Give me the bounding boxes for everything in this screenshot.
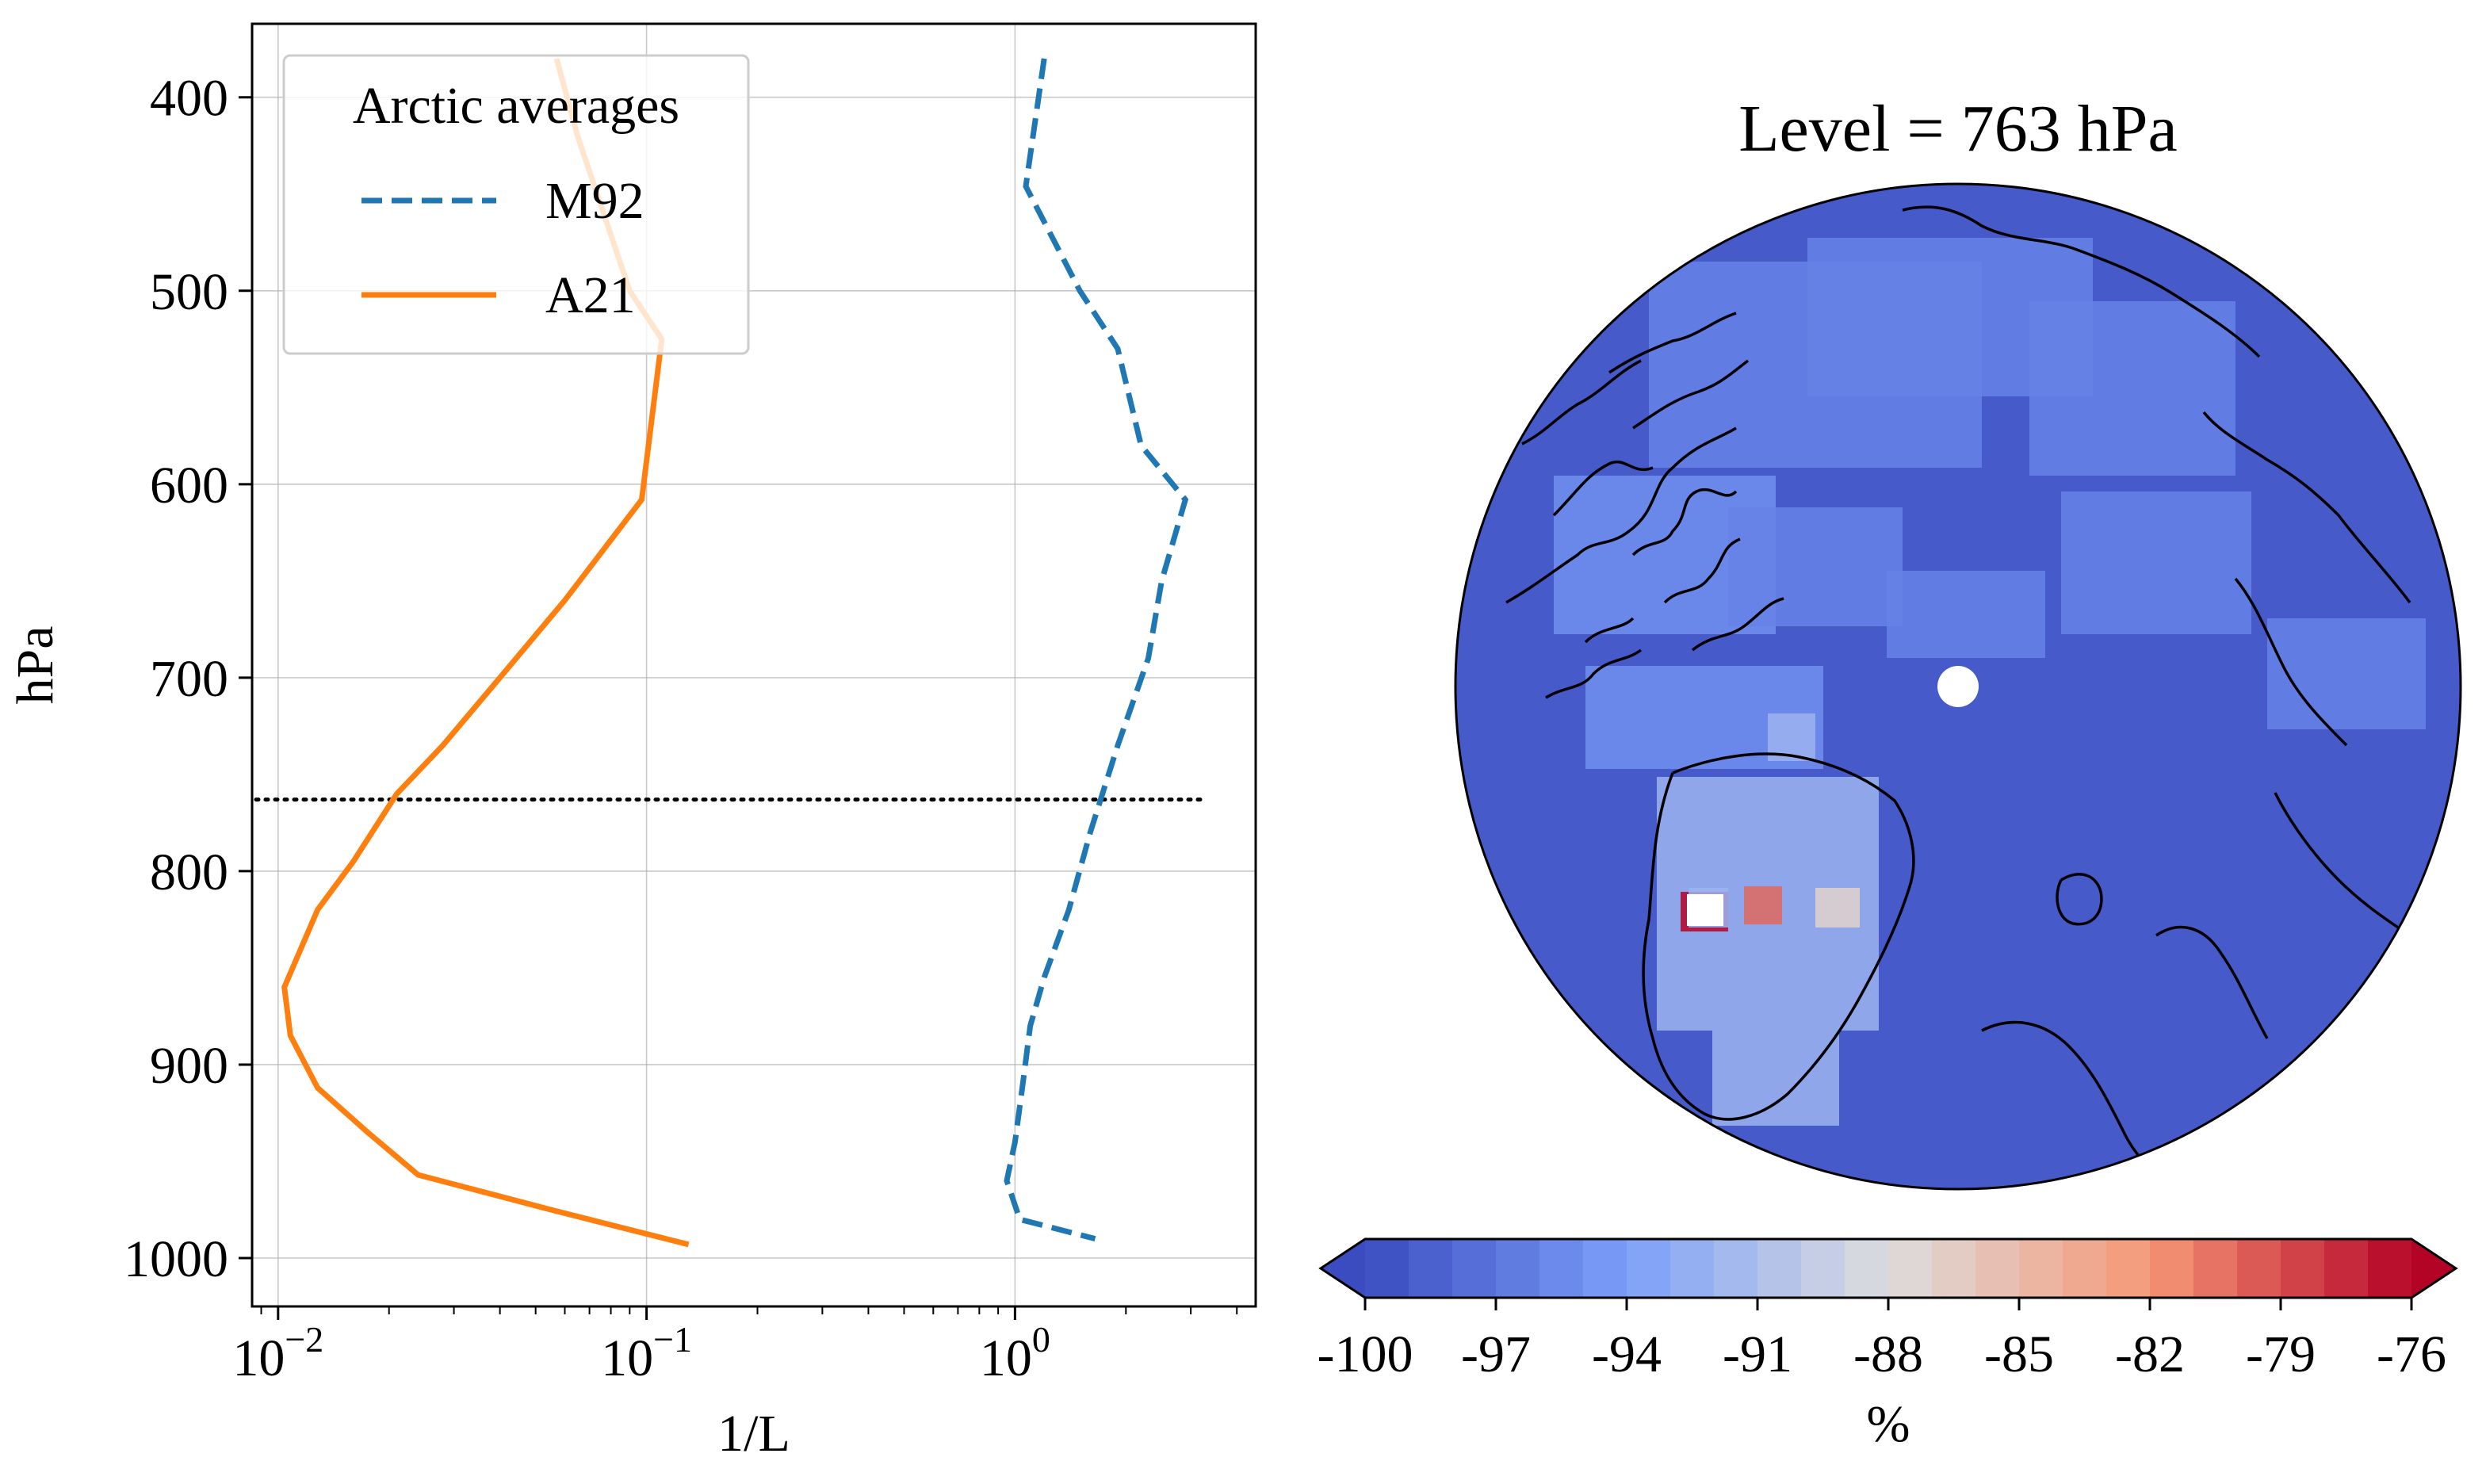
x-tick-label: 100 — [980, 1319, 1050, 1387]
field-patch — [1744, 886, 1782, 924]
y-axis-label: hPa — [6, 626, 64, 705]
legend-label-m92: M92 — [545, 172, 644, 230]
coastline-eurasia — [1902, 205, 2411, 937]
coastline-greenland — [1642, 752, 1915, 1121]
colorbar-bin — [1452, 1239, 1497, 1298]
field-patch — [2061, 491, 2251, 634]
field-patch-missing — [1687, 894, 1723, 926]
map-field — [1505, 205, 2426, 1189]
colorbar-tick-label: -91 — [1723, 1325, 1792, 1383]
coastline-north-america — [1505, 312, 1750, 604]
polar-map: Level = 763 hPa — [1454, 92, 2462, 1191]
pole-hole — [1937, 666, 1979, 707]
colorbar-tick-label: -85 — [1984, 1325, 2054, 1383]
colorbar-bin — [2193, 1239, 2238, 1298]
legend: Arctic averages M92 A21 — [282, 54, 750, 355]
legend-title: Arctic averages — [353, 77, 679, 135]
y-tick-label: 400 — [150, 70, 228, 128]
colorbar-bin — [2106, 1239, 2151, 1298]
y-tick-label: 800 — [150, 843, 228, 901]
colorbar-bin — [1670, 1239, 1715, 1298]
field-patch — [1887, 571, 2045, 658]
colorbar-ticks: -100 -97 -94 -91 -88 -85 -82 -79 -76 — [1318, 1298, 2446, 1383]
x-axis-label: 1/L — [717, 1405, 790, 1463]
colorbar-tick-label: -88 — [1853, 1325, 1923, 1383]
field-patch — [2029, 301, 2235, 476]
colorbar-bin — [1888, 1239, 1933, 1298]
field-patch — [2267, 618, 2426, 729]
colorbar-tick-label: -79 — [2246, 1325, 2316, 1383]
colorbar-bin — [1496, 1239, 1540, 1298]
y-tick-label: 600 — [150, 457, 228, 514]
colorbar-bin — [1539, 1239, 1584, 1298]
series-line-m92 — [1004, 58, 1189, 1241]
colorbar-bin — [1845, 1239, 1889, 1298]
colorbar-bin — [1975, 1239, 2020, 1298]
colorbar-bin — [2281, 1239, 2325, 1298]
field-patch — [1815, 888, 1860, 928]
colorbar-bin — [1583, 1239, 1627, 1298]
y-ticks: 400 500 600 700 800 900 1000 — [124, 70, 252, 1288]
colorbar-bin — [1714, 1239, 1758, 1298]
y-tick-label: 900 — [150, 1037, 228, 1095]
colorbar-tick-label: -94 — [1592, 1325, 1662, 1383]
x-ticks: 10−2 10−1 100 — [232, 1306, 1238, 1387]
plot-frame — [251, 22, 1257, 1308]
y-tick-label: 1000 — [124, 1230, 228, 1288]
profile-chart: 10−2 10−1 100 400 500 600 700 800 900 1000 1/L h… — [6, 22, 1257, 1463]
colorbar-bin — [1932, 1239, 1976, 1298]
colorbar: -100 -97 -94 -91 -88 -85 -82 -79 -76 % — [1318, 1237, 2458, 1453]
legend-frame — [282, 54, 750, 355]
map-title: Level = 763 hPa — [1738, 92, 2178, 166]
colorbar-bin — [1409, 1239, 1453, 1298]
field-patch — [1728, 507, 1903, 626]
colorbar-bin — [2237, 1239, 2281, 1298]
coastline-archipelago — [1545, 488, 1784, 699]
colorbar-bin — [2324, 1239, 2369, 1298]
colorbar-extend-low — [1321, 1239, 1365, 1298]
colorbar-tick-label: -97 — [1461, 1325, 1531, 1383]
field-patches — [1554, 238, 2426, 1126]
colorbar-extend-high — [2411, 1239, 2456, 1298]
colorbar-tick-label: -82 — [2115, 1325, 2185, 1383]
map-boundary — [1454, 182, 2462, 1191]
colorbar-tick-label: -100 — [1318, 1325, 1413, 1383]
y-tick-label: 700 — [150, 650, 228, 708]
colorbar-bin — [2368, 1239, 2412, 1298]
colorbar-bin — [1627, 1239, 1671, 1298]
coastline-svalbard — [2056, 873, 2103, 926]
field-patch — [1712, 1031, 1839, 1126]
colorbar-bin — [1801, 1239, 1845, 1298]
colorbar-label: % — [1867, 1395, 1910, 1453]
colorbar-bin — [1365, 1239, 1409, 1298]
colorbar-bin — [2150, 1239, 2194, 1298]
y-tick-label: 500 — [150, 263, 228, 321]
colorbar-bins — [1365, 1239, 2412, 1298]
colorbar-bin — [2063, 1239, 2107, 1298]
legend-label-a21: A21 — [545, 266, 636, 324]
coastlines — [1505, 205, 2411, 1189]
colorbar-bin — [1757, 1239, 1802, 1298]
x-tick-label: 10−2 — [232, 1319, 323, 1387]
x-tick-label: 10−1 — [601, 1319, 692, 1387]
colorbar-tick-label: -76 — [2377, 1325, 2446, 1383]
colorbar-bin — [2019, 1239, 2063, 1298]
